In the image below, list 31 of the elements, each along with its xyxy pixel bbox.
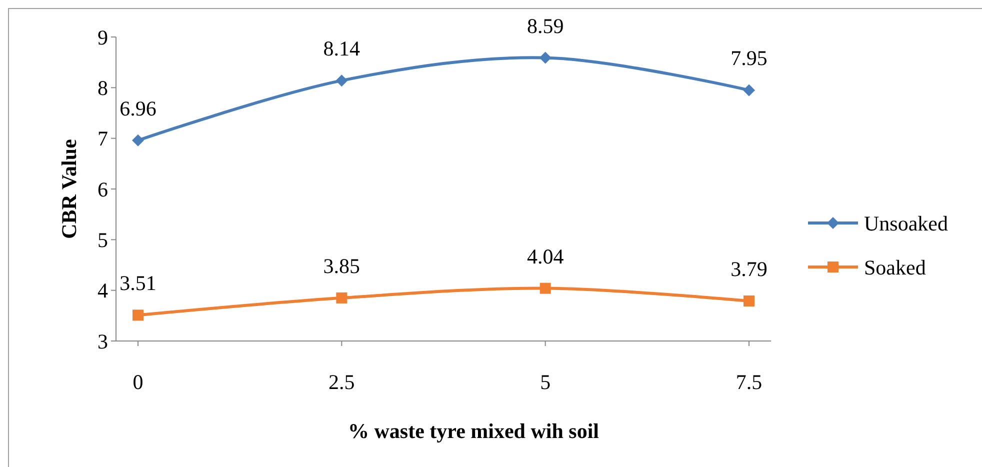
point bbox=[336, 292, 348, 304]
point bbox=[132, 134, 144, 146]
data-label: 4.04 bbox=[526, 244, 564, 268]
data-label: 7.95 bbox=[730, 46, 768, 70]
x-tick-label: 2.5 bbox=[328, 370, 355, 394]
data-label: 3.51 bbox=[120, 271, 156, 296]
point bbox=[540, 282, 551, 294]
point bbox=[132, 310, 144, 321]
y-tick-label: 4 bbox=[98, 278, 108, 303]
legend-label: Soaked bbox=[864, 255, 926, 280]
point bbox=[336, 74, 348, 87]
y-tick-label: 3 bbox=[98, 329, 108, 354]
x-axis-title: % waste tyre mixed wih soil bbox=[348, 419, 600, 443]
y-tick-label: 9 bbox=[98, 25, 108, 50]
y-tick-label: 6 bbox=[98, 177, 108, 202]
y-axis-title: CBR Value bbox=[57, 139, 81, 239]
data-label: 8.59 bbox=[526, 14, 564, 38]
legend-label: Unsoaked bbox=[864, 211, 948, 236]
y-tick-label: 8 bbox=[98, 76, 108, 100]
y-tick-label: 7 bbox=[98, 126, 108, 151]
point bbox=[744, 295, 754, 306]
data-label: 3.85 bbox=[323, 254, 360, 278]
y-tick-label: 5 bbox=[98, 228, 108, 252]
point bbox=[539, 52, 552, 64]
point bbox=[743, 84, 755, 96]
data-label: 3.79 bbox=[730, 256, 768, 281]
data-label: 6.96 bbox=[120, 96, 156, 120]
data-label: 8.14 bbox=[323, 36, 361, 61]
x-tick-label: 0 bbox=[132, 370, 144, 394]
x-tick-label: 5 bbox=[540, 370, 551, 394]
x-tick-label: 7.5 bbox=[736, 370, 762, 394]
